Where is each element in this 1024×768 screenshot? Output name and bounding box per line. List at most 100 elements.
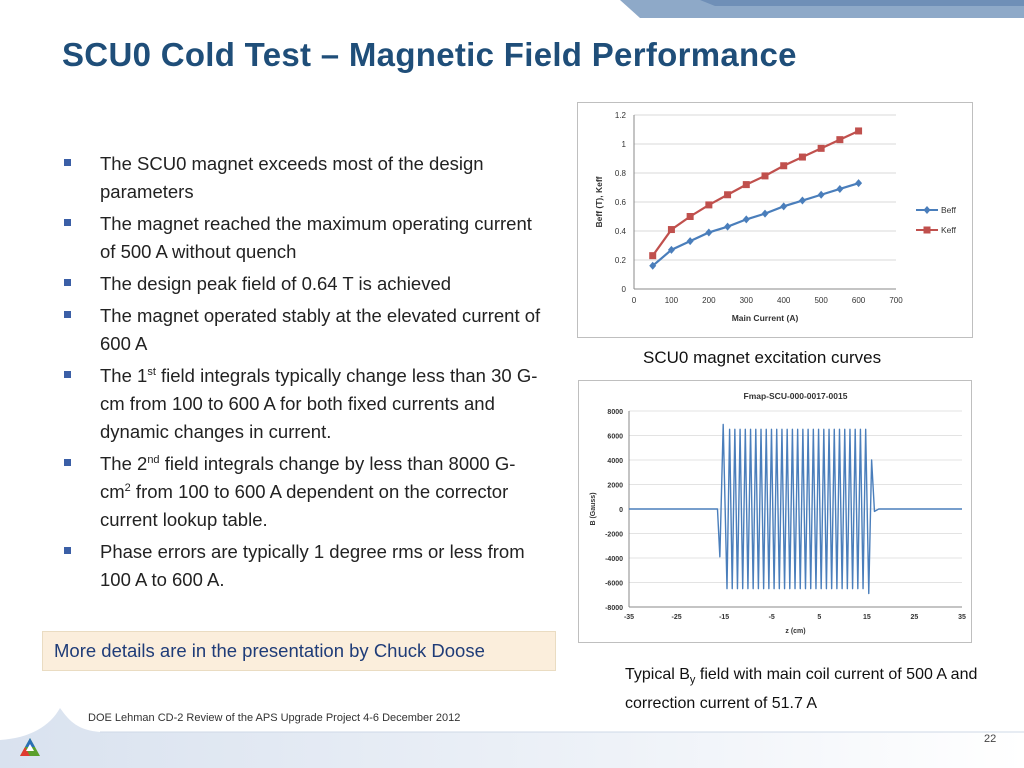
legend-marker (923, 206, 931, 214)
y-tick-label: 0 (619, 507, 623, 514)
y-tick-label: -4000 (605, 556, 623, 563)
bullet-item: The 2nd field integrals change by less t… (62, 450, 542, 534)
page-number: 22 (984, 733, 997, 745)
data-point-keff (761, 172, 769, 180)
y-tick-label: 6000 (607, 434, 623, 441)
x-tick-label: 25 (911, 614, 919, 621)
bullet-text: field integrals change by less than 8000… (100, 453, 516, 502)
data-point-keff (686, 213, 694, 220)
superscript: st (147, 365, 156, 378)
bullet-text: The 2 (100, 453, 148, 474)
data-point-keff (855, 127, 863, 135)
bullet-text: Phase errors are typically 1 degree rms … (100, 541, 525, 590)
x-tick-label: 0 (632, 296, 637, 305)
caption-text: field with main coil current of 500 A an… (625, 666, 978, 713)
data-point-beff (686, 237, 694, 246)
x-tick-label: 35 (958, 614, 966, 621)
series-line-beff (652, 182, 859, 267)
excitation-caption: SCU0 magnet excitation curves (643, 348, 882, 367)
data-point-keff (649, 252, 657, 260)
field-chart: Fmap-SCU-000-0017-0015 -8000 -6000 -4000 -20… (590, 391, 966, 635)
footer-text: DOE Lehman CD-2 Review of the APS Upgrad… (88, 712, 461, 724)
x-tick-label: 500 (814, 296, 828, 305)
data-point-beff (649, 261, 657, 270)
bullet-text: The magnet operated stably at the elevat… (100, 305, 541, 354)
y-axis-label: B (Gauss) (590, 492, 597, 525)
x-tick-label: 5 (817, 614, 821, 621)
y-axis-label: Beff (T), Keff (594, 176, 604, 227)
bullet-item: Phase errors are typically 1 degree rms … (62, 538, 542, 594)
data-point-beff (705, 228, 713, 237)
bullet-item: The SCU0 magnet exceeds most of the desi… (62, 150, 542, 206)
y-tick-label: -8000 (605, 605, 623, 612)
x-tick-label: -5 (769, 614, 775, 621)
y-tick-label: 0.4 (615, 227, 627, 236)
y-tick-label: 8000 (607, 409, 623, 416)
bullet-item: The magnet operated stably at the elevat… (62, 302, 542, 358)
y-tick-label: 4000 (607, 458, 623, 465)
y-tick-label: 1 (622, 140, 627, 149)
caption-subscript: y (689, 674, 696, 687)
bullet-item: The 1st field integrals typically change… (62, 362, 542, 446)
x-axis-label: Main Current (A) (732, 313, 799, 323)
excitation-chart: 0 0.2 0.4 0.6 0.8 1 1.2 0 100 200 300 400 500 600 700 M… (594, 111, 957, 323)
data-point-keff (667, 226, 675, 234)
bullet-text: The SCU0 magnet exceeds most of the desi… (100, 153, 484, 202)
x-tick-label: -15 (719, 614, 729, 621)
data-point-keff (724, 191, 732, 199)
callout-box (42, 631, 556, 671)
x-tick-label: 700 (889, 296, 903, 305)
x-tick-label: 400 (777, 296, 791, 305)
y-tick-label: 0.6 (615, 198, 627, 207)
data-point-beff (798, 196, 806, 205)
y-tick-label: 0.8 (615, 169, 627, 178)
data-point-keff (798, 153, 806, 161)
slide-title: SCU0 Cold Test – Magnetic Field Performa… (62, 36, 797, 73)
excitation-chart-frame: 0 0.2 0.4 0.6 0.8 1 1.2 0 100 200 300 400 500 600 700 M… (577, 102, 973, 338)
chart-title: Fmap-SCU-000-0017-0015 (744, 391, 848, 401)
footer-decoration (0, 708, 1024, 768)
field-series-line (629, 423, 962, 595)
y-tick-label: -2000 (605, 532, 623, 539)
bullet-item: The design peak field of 0.64 T is achie… (62, 270, 542, 298)
data-point-beff (742, 215, 750, 224)
callout-text: More details are in the presentation by … (54, 640, 485, 661)
x-tick-label: -35 (624, 614, 634, 621)
x-tick-label: 100 (665, 296, 679, 305)
x-tick-label: -25 (672, 614, 682, 621)
data-point-beff (817, 190, 825, 199)
legend-marker (923, 226, 931, 234)
data-point-keff (705, 201, 713, 209)
superscript: nd (147, 453, 160, 466)
legend-label: Beff (941, 205, 957, 215)
bullet-text: The magnet reached the maximum operating… (100, 213, 532, 262)
data-point-beff (761, 209, 769, 218)
x-tick-label: 600 (852, 296, 866, 305)
y-tick-label: 0.2 (615, 256, 627, 265)
y-tick-label: 0 (622, 285, 627, 294)
x-tick-label: 300 (740, 296, 754, 305)
data-point-beff (836, 184, 844, 193)
data-point-beff (855, 179, 863, 188)
field-chart-frame: Fmap-SCU-000-0017-0015 -8000 -6000 -4000 -20… (578, 380, 972, 643)
y-tick-label: -6000 (605, 581, 623, 588)
caption-text: Typical B (625, 666, 690, 683)
bullet-text: field integrals typically change less th… (100, 365, 538, 442)
header-decoration (620, 0, 1024, 18)
bullet-text: The 1 (100, 365, 148, 386)
data-point-keff (742, 181, 750, 189)
bullet-list: The SCU0 magnet exceeds most of the desi… (62, 150, 542, 598)
x-tick-label: 200 (702, 296, 716, 305)
y-tick-label: 1.2 (615, 111, 627, 120)
argonne-logo-icon (20, 738, 40, 756)
x-axis-label: z (cm) (785, 628, 805, 635)
data-point-beff (780, 202, 788, 211)
legend-label: Keff (941, 225, 957, 235)
bullet-text: from 100 to 600 A dependent on the corre… (100, 481, 509, 530)
bullet-item: The magnet reached the maximum operating… (62, 210, 542, 266)
data-point-beff (667, 245, 675, 254)
bullet-text: The design peak field of 0.64 T is achie… (100, 273, 452, 294)
data-point-keff (817, 144, 825, 152)
y-tick-label: 2000 (607, 483, 623, 490)
superscript: 2 (124, 481, 131, 494)
